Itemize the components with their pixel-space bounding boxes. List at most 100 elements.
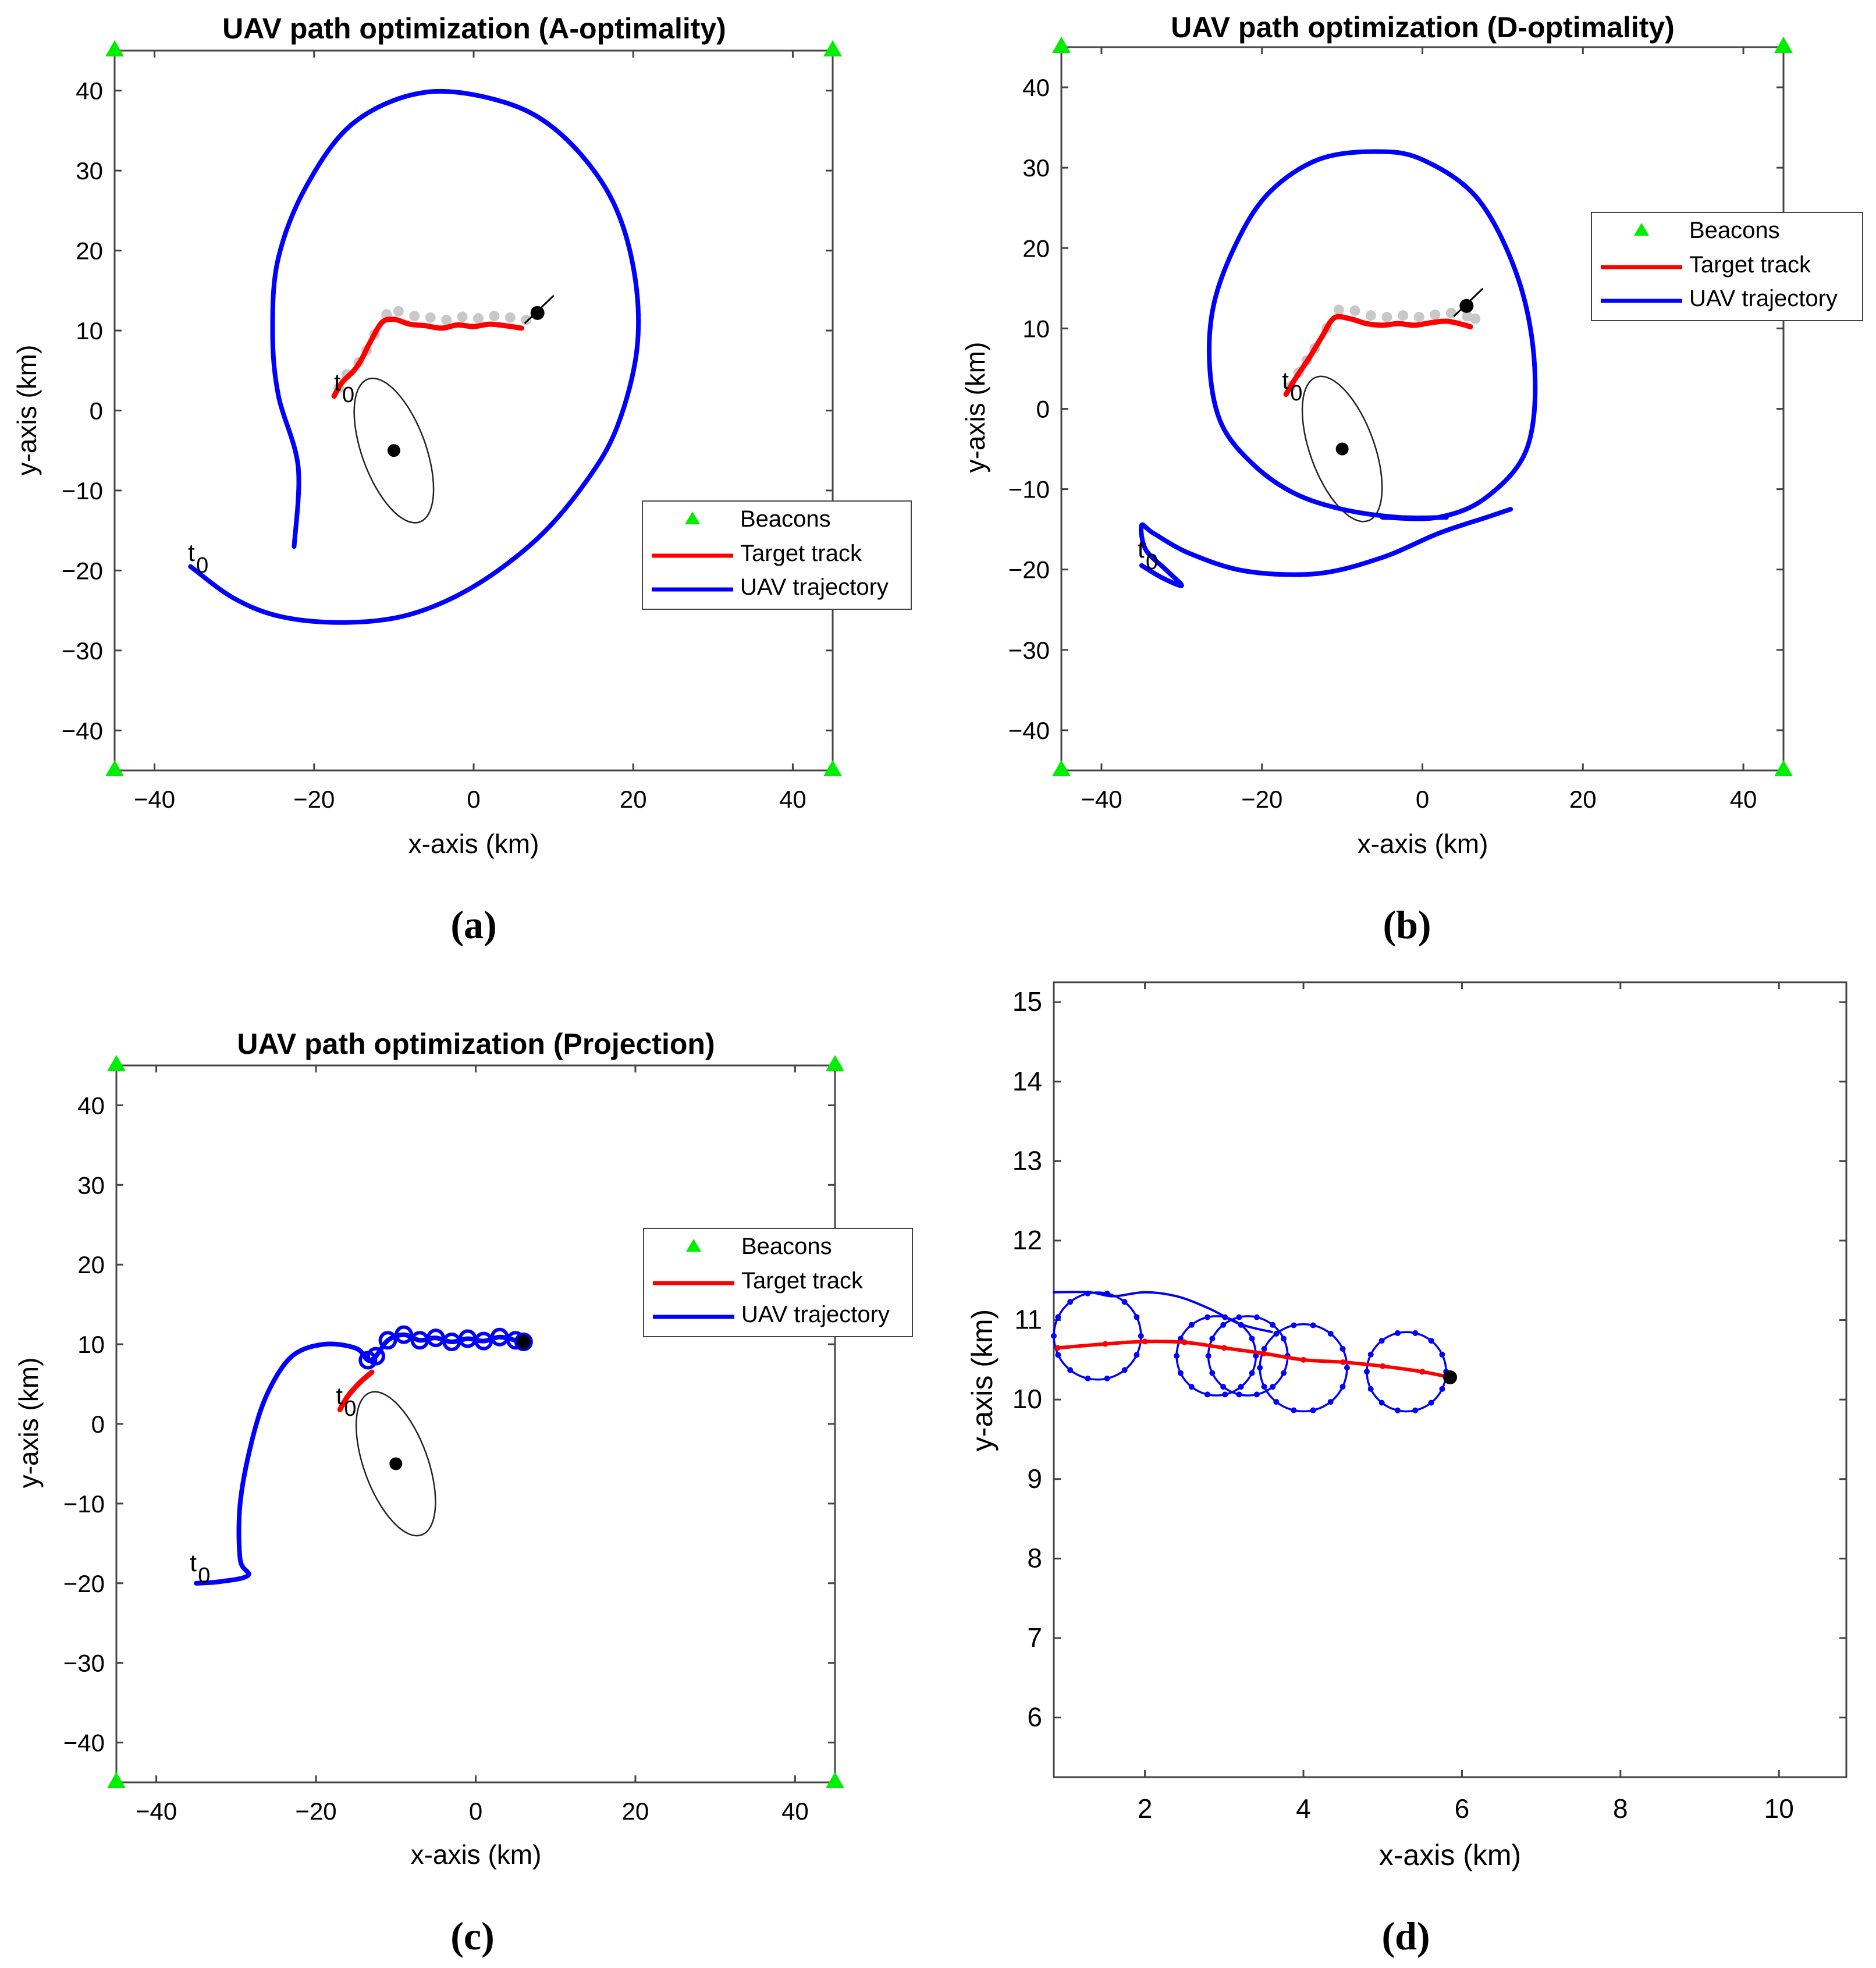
uav-point — [1378, 1338, 1385, 1344]
uav-point — [1428, 1338, 1434, 1344]
legend-beacons: Beacons — [1689, 218, 1780, 243]
y-tick-label: 20 — [77, 1251, 105, 1278]
y-tick-label: 6 — [1027, 1702, 1042, 1732]
start-label-subscript: 0 — [342, 383, 354, 407]
y-tick-label: 11 — [1014, 1305, 1042, 1335]
y-tick-label: 7 — [1027, 1622, 1042, 1653]
x-tick-label: 0 — [467, 786, 480, 813]
particle-sample — [489, 311, 500, 322]
axis-ticks: −40 −20 0 20 40 −40 −30 −20 −10 0 10 20 30 40 — [63, 1065, 835, 1825]
target-point — [1221, 1345, 1227, 1351]
plot-data — [1051, 1290, 1457, 1413]
uncertainty-ellipse — [355, 1391, 436, 1537]
estimate-point — [1335, 442, 1349, 456]
x-tick-label: 20 — [622, 1798, 649, 1825]
y-tick-label: −10 — [63, 1490, 105, 1518]
particle-sample — [409, 311, 420, 322]
start-label: t — [188, 539, 195, 566]
y-tick-label: 30 — [76, 157, 103, 184]
target-track-line — [337, 1369, 375, 1412]
y-tick-label: 0 — [91, 1411, 105, 1438]
axis-ticks: 2 4 6 8 10 6 7 8 9 10 11 12 13 14 15 — [1012, 982, 1846, 1824]
uav-point — [1439, 1351, 1445, 1358]
uav-point — [1310, 1407, 1316, 1413]
chart-title: UAV path optimization (D-optimality) — [1171, 11, 1675, 44]
particle-sample — [1470, 313, 1481, 324]
uav-point — [1188, 1384, 1195, 1390]
uav-point — [1378, 1399, 1385, 1406]
uav-point — [1177, 1370, 1184, 1376]
legend-target: Target track — [741, 1268, 864, 1294]
legend-beacon-icon — [686, 1239, 701, 1252]
y-tick-label: 10 — [1012, 1384, 1042, 1414]
x-tick-label: 4 — [1296, 1793, 1311, 1824]
y-tick-label: 13 — [1012, 1145, 1042, 1175]
particle-sample — [1381, 311, 1392, 322]
x-tick-label: 0 — [1416, 786, 1429, 813]
start-label-subscript: 0 — [196, 553, 208, 578]
y-tick-label: 15 — [1012, 986, 1042, 1017]
uav-point — [1238, 1384, 1244, 1390]
legend-beacon-icon — [1634, 223, 1649, 236]
y-tick-label: 30 — [77, 1171, 105, 1199]
plot-area — [1053, 981, 1847, 1778]
heading-line — [524, 294, 555, 324]
target-point — [1181, 1339, 1188, 1345]
uav-point — [1412, 1330, 1419, 1336]
particle-sample — [457, 311, 468, 322]
panel-caption: (b) — [1383, 903, 1431, 947]
uav-point — [1104, 1375, 1110, 1381]
particle-sample — [1333, 304, 1344, 315]
uav-point — [1205, 1314, 1211, 1320]
plot-area — [1060, 46, 1785, 772]
uav-point — [1261, 1384, 1267, 1390]
legend-target: Target track — [1689, 252, 1811, 278]
chart-panel-d: 2 4 6 8 10 6 7 8 9 10 11 12 13 14 15 x-axis (km) y-axi… — [966, 981, 1847, 1958]
legend: Beacons Target track UAV trajectory — [642, 500, 912, 610]
x-tick-label: 0 — [469, 1798, 482, 1825]
particle-sample — [1365, 310, 1376, 321]
uav-loop — [378, 1331, 397, 1350]
y-tick-label: 0 — [1036, 396, 1050, 423]
uav-point — [1281, 1370, 1287, 1376]
uav-point — [1051, 1333, 1057, 1339]
y-tick-label: 10 — [76, 317, 103, 344]
x-tick-label: 6 — [1455, 1793, 1470, 1824]
beacon-marker — [107, 1055, 126, 1071]
x-tick-label: 20 — [620, 786, 647, 813]
uav-trajectory-line — [1207, 149, 1538, 521]
particle-sample — [521, 314, 532, 325]
y-tick-label: 10 — [77, 1331, 105, 1358]
uav-point — [1394, 1407, 1401, 1413]
y-tick-label: −30 — [63, 1650, 105, 1677]
uav-point — [1205, 1391, 1211, 1398]
uav-point — [1253, 1353, 1259, 1359]
chart-panel-c: UAV path optimization (Projection) −40 −2… — [13, 1028, 913, 1958]
uav-point — [1238, 1322, 1244, 1328]
x-axis-label: x-axis (km) — [1358, 829, 1488, 859]
particle-sample — [393, 305, 404, 317]
y-tick-label: −20 — [63, 1570, 105, 1597]
particle-sample — [441, 314, 452, 325]
y-tick-label: −40 — [63, 1729, 105, 1757]
legend-beacon-icon — [685, 511, 700, 524]
uav-point — [1067, 1367, 1074, 1373]
uav-point — [1249, 1335, 1255, 1342]
uav-point — [1273, 1330, 1280, 1337]
beacon-marker — [1774, 760, 1793, 776]
x-tick-label: −20 — [1241, 786, 1282, 813]
target-marker — [516, 1335, 531, 1349]
axis-ticks: −40 −20 0 20 40 −40 −30 −20 −10 0 10 20 30 40 — [62, 51, 833, 813]
uav-point — [1367, 1386, 1374, 1392]
uav-point — [1138, 1333, 1144, 1339]
uav-point — [1253, 1391, 1260, 1398]
plot-data: t 0t 0 — [1052, 37, 1793, 776]
beacon-marker — [826, 1772, 844, 1788]
panel-caption: (a) — [450, 903, 496, 947]
y-tick-label: −40 — [1008, 717, 1050, 744]
target-marker — [530, 305, 545, 320]
x-tick-label: −40 — [134, 786, 175, 813]
start-label: t — [190, 1549, 197, 1576]
particle-sample — [1398, 310, 1409, 321]
